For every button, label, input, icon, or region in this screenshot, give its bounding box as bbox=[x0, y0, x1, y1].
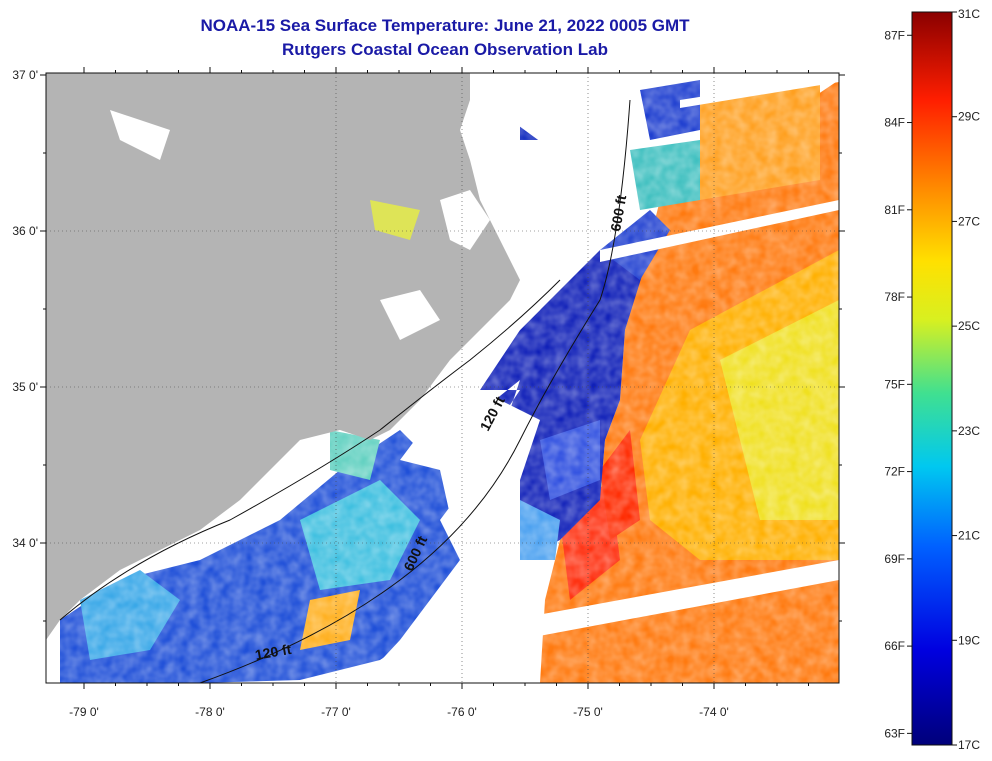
fahrenheit-label: 72F bbox=[884, 465, 905, 479]
map-subtitle: Rutgers Coastal Ocean Observation Lab bbox=[282, 40, 608, 59]
inland-water-3 bbox=[370, 200, 420, 240]
swath-gap-south bbox=[400, 560, 839, 662]
contour-label-600ft-north: 600 ft bbox=[607, 193, 629, 232]
swath-gap-top bbox=[680, 75, 839, 108]
lake-1 bbox=[110, 110, 170, 160]
contour-120ft-north bbox=[59, 279, 561, 621]
celsius-label: 23C bbox=[958, 424, 980, 438]
lon-label: -75 0' bbox=[573, 705, 603, 719]
fahrenheit-label: 63F bbox=[884, 726, 905, 740]
celsius-label: 25C bbox=[958, 319, 980, 333]
celsius-label: 27C bbox=[958, 214, 980, 228]
lon-label: -76 0' bbox=[447, 705, 477, 719]
colorbar-ticks: 31C 29C 27C 25C 23C 21C 19C 17C 87F 84F 81F 78F 75F 7… bbox=[884, 7, 980, 752]
graticule bbox=[46, 73, 839, 683]
celsius-label: 19C bbox=[958, 633, 980, 647]
map-title: NOAA-15 Sea Surface Temperature: June 21… bbox=[200, 16, 690, 35]
fahrenheit-label: 81F bbox=[884, 203, 905, 217]
fahrenheit-label: 69F bbox=[884, 552, 905, 566]
lon-label: -77 0' bbox=[321, 705, 351, 719]
lon-label: -74 0' bbox=[699, 705, 729, 719]
fahrenheit-label: 78F bbox=[884, 290, 905, 304]
contour-600ft bbox=[199, 99, 631, 683]
colorbar bbox=[911, 11, 953, 746]
lat-label: 35 0' bbox=[12, 380, 38, 394]
map-plot-area: 120 ft 600 ft 600 ft 120 ft bbox=[46, 73, 839, 683]
celsius-label: 31C bbox=[958, 7, 980, 21]
lat-label: 34 0' bbox=[12, 536, 38, 550]
lat-label: 36 0' bbox=[12, 224, 38, 238]
inland-water-1 bbox=[440, 190, 490, 250]
axes: 37 0' 36 0' 35 0' 34 0' -79 0' -78 0' -77 0' -7… bbox=[12, 67, 845, 719]
celsius-label: 17C bbox=[958, 738, 980, 752]
lon-label: -79 0' bbox=[69, 705, 99, 719]
map-frame bbox=[45, 72, 840, 684]
celsius-label: 29C bbox=[958, 110, 980, 124]
fahrenheit-label: 75F bbox=[884, 377, 905, 391]
fahrenheit-label: 66F bbox=[884, 639, 905, 653]
fahrenheit-label: 84F bbox=[884, 116, 905, 130]
lat-label: 37 0' bbox=[12, 68, 38, 82]
celsius-label: 21C bbox=[958, 529, 980, 543]
lon-label: -78 0' bbox=[195, 705, 225, 719]
cloud-cover-inshore bbox=[360, 80, 640, 683]
swath-gap-north bbox=[600, 200, 839, 262]
inland-water-2 bbox=[380, 290, 440, 340]
fahrenheit-label: 87F bbox=[884, 28, 905, 42]
contour-label-120ft-south: 120 ft bbox=[254, 641, 293, 663]
